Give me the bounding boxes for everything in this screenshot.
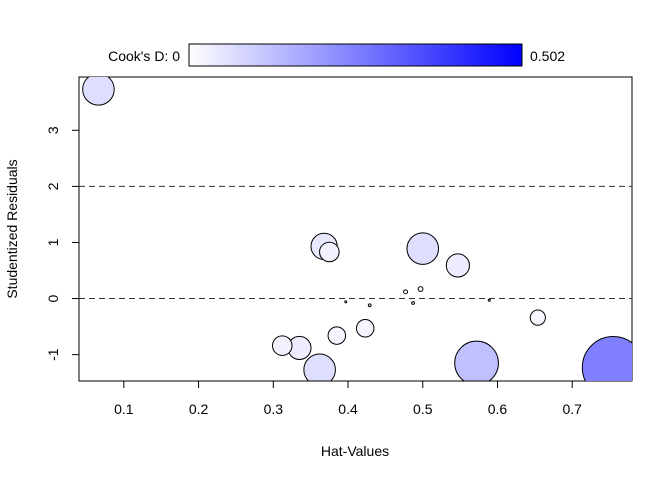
x-tick-label: 0.1	[114, 401, 134, 417]
data-point	[529, 309, 546, 326]
colorbar-max-label: 0.502	[530, 48, 565, 64]
data-point	[454, 340, 499, 381]
y-axis-title: Studentized Residuals	[4, 159, 20, 298]
x-axis-title: Hat-Values	[321, 443, 389, 459]
x-tick-label: 0.3	[264, 401, 284, 417]
data-point	[406, 232, 440, 265]
data-point	[367, 303, 372, 308]
y-tick-label: -1	[45, 348, 61, 361]
x-tick-label: 0.6	[488, 401, 508, 417]
data-point	[303, 353, 336, 381]
colorbar-min-label: Cook's D: 0	[108, 48, 180, 64]
y-tick-label: 0	[45, 294, 61, 302]
data-point	[82, 77, 115, 106]
colorbar-gradient	[188, 43, 523, 67]
x-axis: 0.1 0.2 0.3 0.4 0.5 0.6 0.7	[114, 380, 582, 417]
x-tick-label: 0.2	[189, 401, 209, 417]
data-point	[327, 326, 347, 345]
data-point	[403, 289, 409, 295]
x-tick-label: 0.4	[338, 401, 358, 417]
y-axis: -1 0 1 2 3	[45, 126, 80, 361]
data-point	[344, 300, 348, 304]
y-tick-label: 2	[45, 182, 61, 190]
y-tick-label: 1	[45, 238, 61, 246]
x-tick-label: 0.5	[413, 401, 433, 417]
x-tick-label: 0.7	[562, 401, 582, 417]
data-points	[82, 77, 632, 381]
plot-frame	[78, 76, 633, 382]
colorbar: Cook's D: 0 0.502	[108, 43, 565, 67]
reference-lines	[79, 185, 632, 300]
data-point	[355, 319, 375, 338]
data-point	[417, 286, 424, 292]
data-point	[445, 253, 470, 278]
y-tick-label: 3	[45, 126, 61, 134]
data-point	[581, 336, 632, 381]
data-point	[487, 298, 491, 302]
data-point	[319, 241, 340, 263]
data-point	[271, 335, 293, 356]
data-point	[411, 301, 415, 305]
